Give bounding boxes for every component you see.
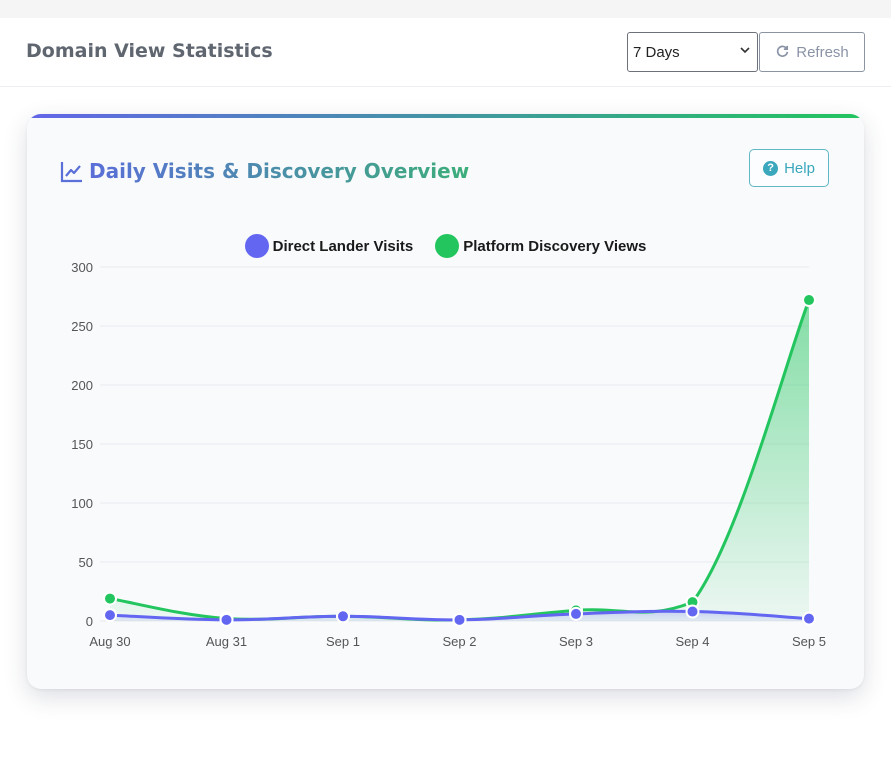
y-tick-label: 0	[86, 614, 93, 629]
x-tick-label: Sep 3	[559, 634, 593, 649]
card-accent-bar	[27, 114, 864, 118]
series-line-discovery	[109, 299, 811, 622]
range-select[interactable]: 7 Days	[627, 32, 758, 72]
x-tick-label: Aug 31	[206, 634, 247, 649]
legend-swatch-discovery	[435, 234, 460, 258]
x-tick-label: Sep 1	[326, 634, 360, 649]
legend-item-discovery[interactable]: Platform Discovery Views	[435, 234, 646, 258]
legend-label-discovery: Platform Discovery Views	[463, 237, 647, 255]
x-tick-label: Sep 5	[792, 634, 826, 649]
y-tick-label: 100	[71, 496, 93, 511]
refresh-icon	[775, 43, 790, 62]
data-point-direct[interactable]	[103, 608, 117, 623]
refresh-button[interactable]: Refresh	[759, 32, 865, 72]
x-tick-label: Sep 4	[676, 634, 710, 649]
y-tick-label: 150	[71, 437, 93, 452]
card-title: Daily Visits & Discovery Overview	[89, 159, 470, 183]
line-chart: 0 50 100 150 200 250 300 Aug 30 Aug 31 Sep 1 Sep 2…	[71, 260, 826, 649]
chart-legend: Direct Lander Visits Platform Discovery …	[27, 234, 864, 258]
data-point-direct[interactable]	[569, 606, 583, 621]
top-strip	[0, 0, 891, 18]
chart-card: Daily Visits & Discovery Overview ? Help…	[27, 114, 864, 689]
refresh-label: Refresh	[796, 43, 849, 61]
data-point-direct[interactable]	[802, 611, 816, 626]
y-tick-label: 50	[79, 555, 93, 570]
data-point-direct[interactable]	[219, 612, 234, 627]
page-title: Domain View Statistics	[26, 40, 273, 62]
data-point-discovery[interactable]	[802, 293, 816, 308]
question-circle-icon: ?	[763, 160, 779, 176]
data-point-direct[interactable]	[336, 609, 350, 624]
area-fill-discovery	[110, 300, 809, 621]
x-tick-label: Sep 2	[443, 634, 477, 649]
legend-swatch-direct	[244, 234, 269, 258]
page-header: Domain View Statistics 7 Days Refresh	[0, 18, 891, 87]
range-select-value: 7 Days	[633, 43, 680, 61]
help-label: Help	[784, 159, 815, 177]
help-button[interactable]: ? Help	[749, 149, 829, 187]
y-tick-label: 250	[71, 319, 93, 334]
legend-item-direct[interactable]: Direct Lander Visits	[244, 234, 414, 258]
y-tick-label: 200	[71, 378, 93, 393]
chevron-down-icon	[739, 44, 751, 59]
data-point-discovery[interactable]	[103, 591, 117, 606]
data-point-direct[interactable]	[685, 604, 700, 619]
y-tick-label: 300	[71, 260, 93, 275]
data-point-direct[interactable]	[452, 612, 467, 627]
x-tick-label: Aug 30	[89, 634, 130, 649]
line-chart-icon	[60, 160, 84, 184]
legend-label-direct: Direct Lander Visits	[272, 237, 414, 255]
